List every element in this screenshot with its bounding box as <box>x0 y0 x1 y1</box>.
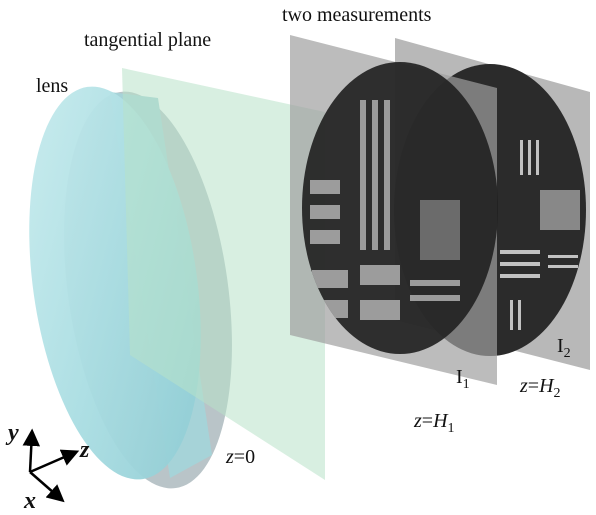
h1-sub: 1 <box>448 421 455 436</box>
axes <box>30 432 76 500</box>
measurement-plane-1 <box>290 35 498 385</box>
h1-label: z=H1 <box>413 410 455 436</box>
i1-base: I <box>456 366 463 388</box>
two-measurements-label: two measurements <box>282 4 432 26</box>
z0-rest: =0 <box>234 446 255 468</box>
h2-label: z=H2 <box>519 375 561 401</box>
h2-sub: 2 <box>554 386 561 401</box>
h1-var: z <box>413 410 422 432</box>
h2-rhs: H <box>538 375 555 397</box>
i2-sub: 2 <box>564 346 571 361</box>
i1-sub: 1 <box>463 377 470 392</box>
i2-base: I <box>557 335 564 357</box>
lens-label: lens <box>36 75 68 97</box>
h1-op: = <box>422 410 433 432</box>
h1-rhs: H <box>432 410 449 432</box>
z0-label: z=0 <box>225 446 255 468</box>
diagram: lens tangential plane two measurements z… <box>0 0 596 515</box>
axis-x: x <box>23 488 36 514</box>
tangential-plane-label: tangential plane <box>84 29 211 51</box>
z-var: z <box>225 446 234 468</box>
h2-var: z <box>519 375 528 397</box>
axis-y: y <box>5 420 19 446</box>
axis-z: z <box>79 437 90 463</box>
h2-op: = <box>528 375 539 397</box>
